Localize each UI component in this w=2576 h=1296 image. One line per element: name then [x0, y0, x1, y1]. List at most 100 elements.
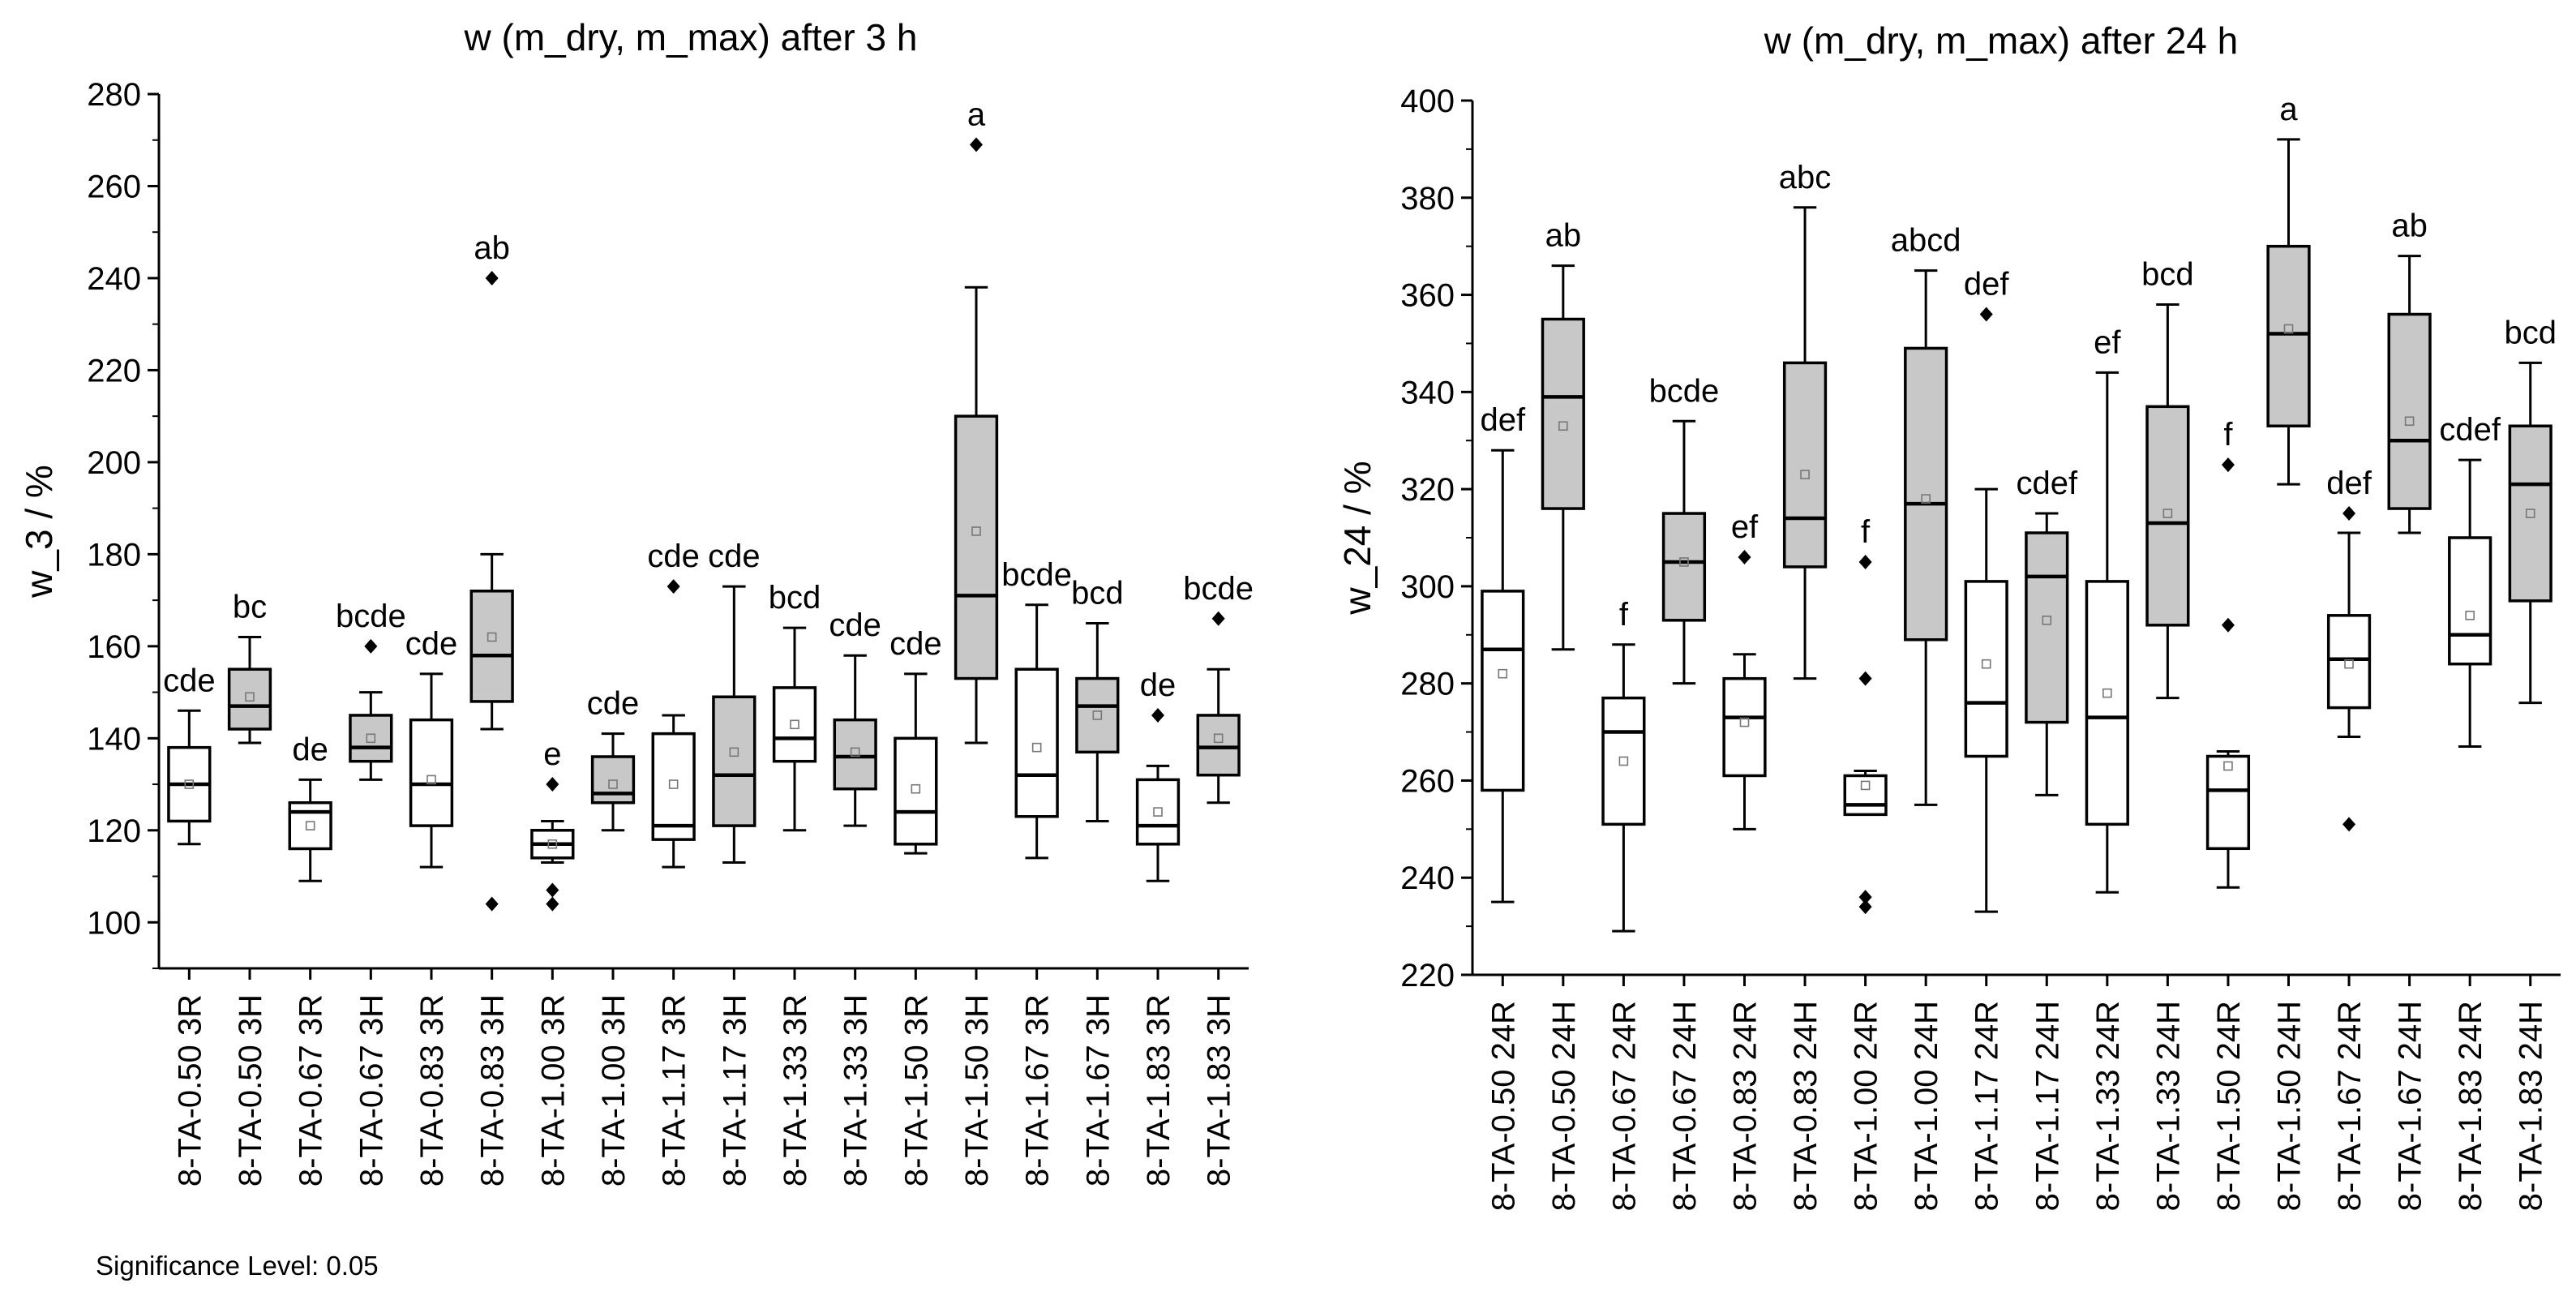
- x-category-label: 8-TA-1.17 3H: [717, 994, 752, 1187]
- mean-marker: [608, 779, 618, 789]
- significance-label: cde: [163, 663, 216, 698]
- box-8-ta-1-33-3h: cde: [829, 607, 881, 827]
- significance-label: f: [2223, 417, 2233, 453]
- x-category-label: 8-TA-1.67 24H: [2393, 1001, 2428, 1211]
- chart-w24: w (m_dry, m_max) after 24 h 220 240 260 280 3…: [1336, 19, 2561, 1211]
- mean-marker: [2404, 416, 2415, 427]
- significance-label: ab: [1545, 218, 1582, 254]
- box-iqr: [227, 667, 272, 731]
- box-8-ta-1-67-24h: ab: [2387, 208, 2432, 534]
- significance-label: cdef: [2439, 412, 2501, 448]
- mean-marker: [2223, 761, 2233, 771]
- x-category-label: 8-TA-1.17 24H: [2030, 1001, 2065, 1211]
- box-8-ta-0-50-24h: ab: [1541, 218, 1585, 651]
- chart-title: w (m_dry, m_max) after 24 h: [1764, 19, 2239, 62]
- box-8-ta-0-83-24h: abc: [1779, 160, 1831, 680]
- box-8-ta-1-50-3r: cde: [889, 626, 942, 855]
- box-8-ta-1-17-3r: cde: [647, 539, 700, 869]
- box-8-ta-1-00-24r: f: [1843, 514, 1888, 915]
- outlier-point: [1858, 554, 1872, 569]
- box-iqr: [651, 732, 696, 841]
- significance-label: bcd: [2141, 257, 2194, 293]
- y-tick-label: 360: [1400, 278, 1455, 314]
- box-8-ta-0-83-3h: ab: [469, 230, 514, 912]
- y-tick-label: 400: [1400, 84, 1455, 119]
- box-iqr: [2145, 405, 2190, 627]
- x-category-label: 8-TA-1.67 3R: [1020, 994, 1056, 1187]
- outlier-point: [546, 896, 559, 912]
- outlier-point: [1738, 549, 1751, 564]
- box-8-ta-1-33-24r: ef: [2085, 324, 2129, 894]
- box-8-ta-1-00-3h: cde: [587, 686, 640, 832]
- mean-marker: [184, 779, 195, 789]
- significance-label: bcd: [1071, 575, 1124, 611]
- y-tick-label: 220: [1400, 958, 1455, 993]
- y-tick-label: 320: [1400, 472, 1455, 508]
- mean-marker: [2344, 659, 2354, 669]
- outlier-point: [970, 137, 983, 152]
- significance-label: ef: [1731, 509, 1759, 545]
- y-tick-label: 100: [87, 905, 141, 941]
- mean-marker: [1558, 421, 1568, 431]
- box-iqr: [1722, 676, 1767, 778]
- mean-marker: [1031, 742, 1042, 753]
- box-8-ta-0-83-24r: ef: [1722, 509, 1767, 830]
- x-category-label: 8-TA-0.67 3H: [354, 994, 389, 1187]
- x-category-label: 8-TA-1.83 3R: [1141, 994, 1177, 1187]
- mean-marker: [1921, 494, 1931, 504]
- significance-label: cdef: [2016, 466, 2077, 501]
- significance-label: def: [1964, 267, 2009, 303]
- box-iqr: [1601, 696, 1646, 826]
- box-iqr: [2205, 754, 2251, 851]
- significance-label: abcd: [1891, 223, 1961, 259]
- x-category-label: 8-TA-1.83 24H: [2514, 1001, 2549, 1211]
- y-tick-label: 260: [87, 169, 141, 204]
- box-8-ta-1-00-24h: abcd: [1891, 223, 1961, 806]
- x-category-label: 8-TA-1.00 3H: [596, 994, 632, 1187]
- box-iqr: [894, 736, 938, 846]
- x-category-label: 8-TA-0.67 24R: [1606, 1001, 1642, 1211]
- significance-label: a: [2279, 92, 2298, 127]
- outlier-point: [1211, 611, 1225, 626]
- x-category-label: 8-TA-1.00 24H: [1909, 1001, 1944, 1211]
- box-iqr: [1782, 361, 1828, 569]
- mean-marker: [1153, 807, 1163, 817]
- box-iqr: [772, 686, 817, 763]
- box-iqr: [1541, 317, 1585, 510]
- box-iqr: [2387, 312, 2432, 510]
- outlier-point: [2342, 506, 2356, 521]
- y-tick-label: 280: [87, 77, 141, 113]
- x-category-label: 8-TA-1.33 24H: [2150, 1001, 2186, 1211]
- significance-label: a: [967, 97, 986, 132]
- x-category-label: 8-TA-1.00 24R: [1849, 1001, 1884, 1211]
- outlier-point: [485, 896, 499, 912]
- mean-marker: [790, 719, 799, 730]
- x-category-label: 8-TA-1.17 24R: [1970, 1001, 2005, 1211]
- outlier-point: [485, 270, 499, 285]
- mean-marker: [426, 775, 436, 785]
- box-iqr: [349, 714, 393, 763]
- outlier-point: [1858, 671, 1872, 686]
- significance-label: de: [292, 732, 328, 767]
- box-iqr: [1481, 590, 1525, 792]
- box-iqr: [1904, 346, 1948, 642]
- x-category-label: 8-TA-1.67 24R: [2332, 1001, 2368, 1211]
- mean-marker: [366, 733, 376, 744]
- significance-label: ab: [474, 230, 510, 266]
- x-category-label: 8-TA-0.67 24H: [1667, 1001, 1703, 1211]
- mean-marker: [1800, 470, 1810, 479]
- outlier-point: [667, 579, 680, 594]
- box-8-ta-1-33-3r: bcd: [769, 580, 821, 832]
- y-tick-label: 380: [1400, 181, 1455, 217]
- box-iqr: [954, 414, 999, 680]
- significance-label: def: [2326, 466, 2372, 501]
- mean-marker: [245, 692, 255, 702]
- outlier-point: [1979, 307, 1993, 322]
- significance-label: cde: [587, 686, 640, 722]
- significance-label: bc: [233, 589, 267, 624]
- x-category-label: 8-TA-0.83 3H: [475, 994, 511, 1187]
- mean-marker: [1092, 710, 1103, 720]
- box-8-ta-1-50-24h: a: [2266, 92, 2311, 486]
- significance-label: cde: [405, 626, 458, 662]
